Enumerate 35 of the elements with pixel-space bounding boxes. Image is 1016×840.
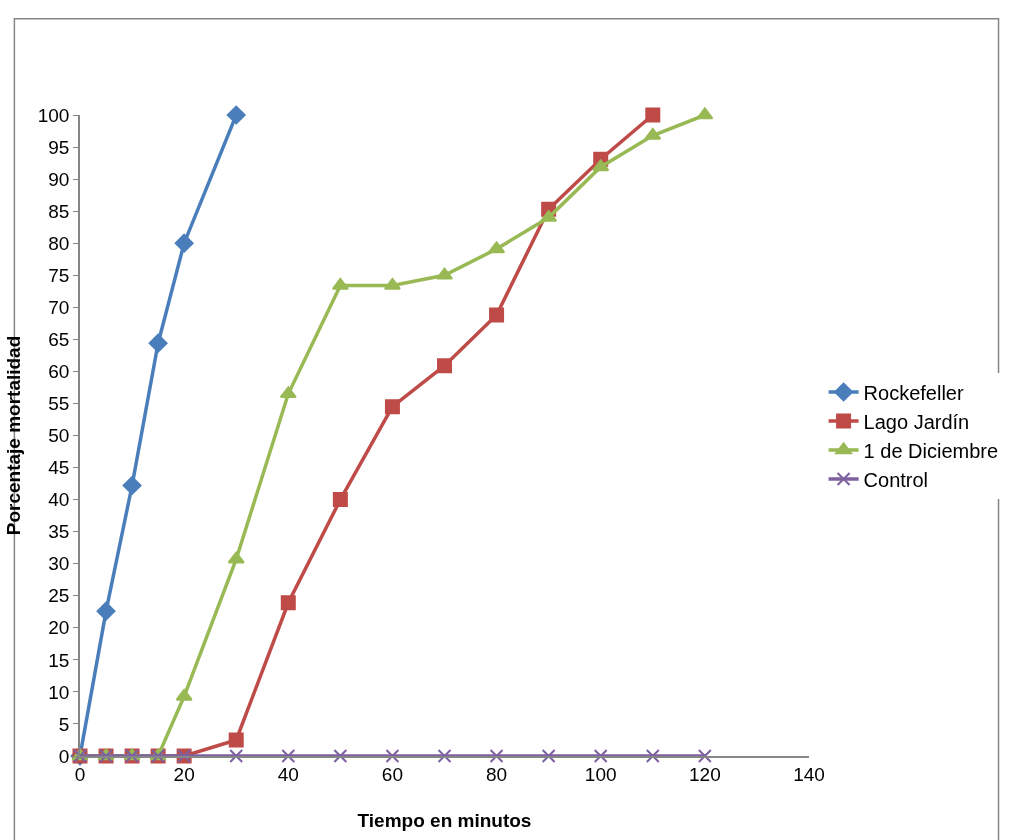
y-tick-label: 90 (48, 168, 70, 190)
y-tick-label: 60 (48, 361, 70, 383)
y-tick-label: 55 (48, 393, 70, 415)
y-tick-label: 70 (48, 296, 70, 318)
y-tick-label: 0 (58, 745, 70, 767)
x-axis-title: Tiempo en minutos (357, 809, 532, 831)
x-tick-label: 60 (381, 763, 403, 785)
y-tick-label: 95 (48, 136, 70, 158)
y-axis-title: Porcentaje mortalidad (3, 335, 25, 536)
x-tick-label: 20 (173, 763, 195, 785)
y-tick-label: 45 (48, 457, 70, 479)
y-tick-label: 5 (58, 713, 70, 735)
y-tick-label: 100 (37, 104, 70, 126)
legend-label: Control (863, 468, 929, 491)
y-tick-label: 35 (48, 521, 70, 543)
x-tick-label: 140 (793, 763, 825, 785)
x-tick-label: 120 (689, 763, 721, 785)
legend-label: 1 de Diciembre (863, 439, 999, 462)
x-tick-label: 0 (74, 763, 86, 785)
y-tick-label: 85 (48, 200, 70, 222)
y-tick-label: 80 (48, 232, 70, 254)
y-tick-label: 75 (48, 264, 70, 286)
y-tick-label: 30 (48, 553, 70, 575)
y-tick-label: 10 (48, 681, 70, 703)
x-tick-label: 80 (486, 763, 508, 785)
y-tick-label: 15 (48, 649, 70, 671)
y-tick-label: 20 (48, 617, 70, 639)
y-tick-label: 25 (48, 585, 70, 607)
legend-label: Rockefeller (863, 381, 964, 404)
y-tick-label: 65 (48, 329, 70, 350)
x-tick-label: 40 (277, 763, 299, 785)
x-tick-label: 100 (584, 763, 617, 785)
y-tick-label: 50 (48, 425, 70, 447)
y-tick-label: 40 (48, 489, 70, 511)
legend-label: Lago Jardín (863, 410, 970, 433)
